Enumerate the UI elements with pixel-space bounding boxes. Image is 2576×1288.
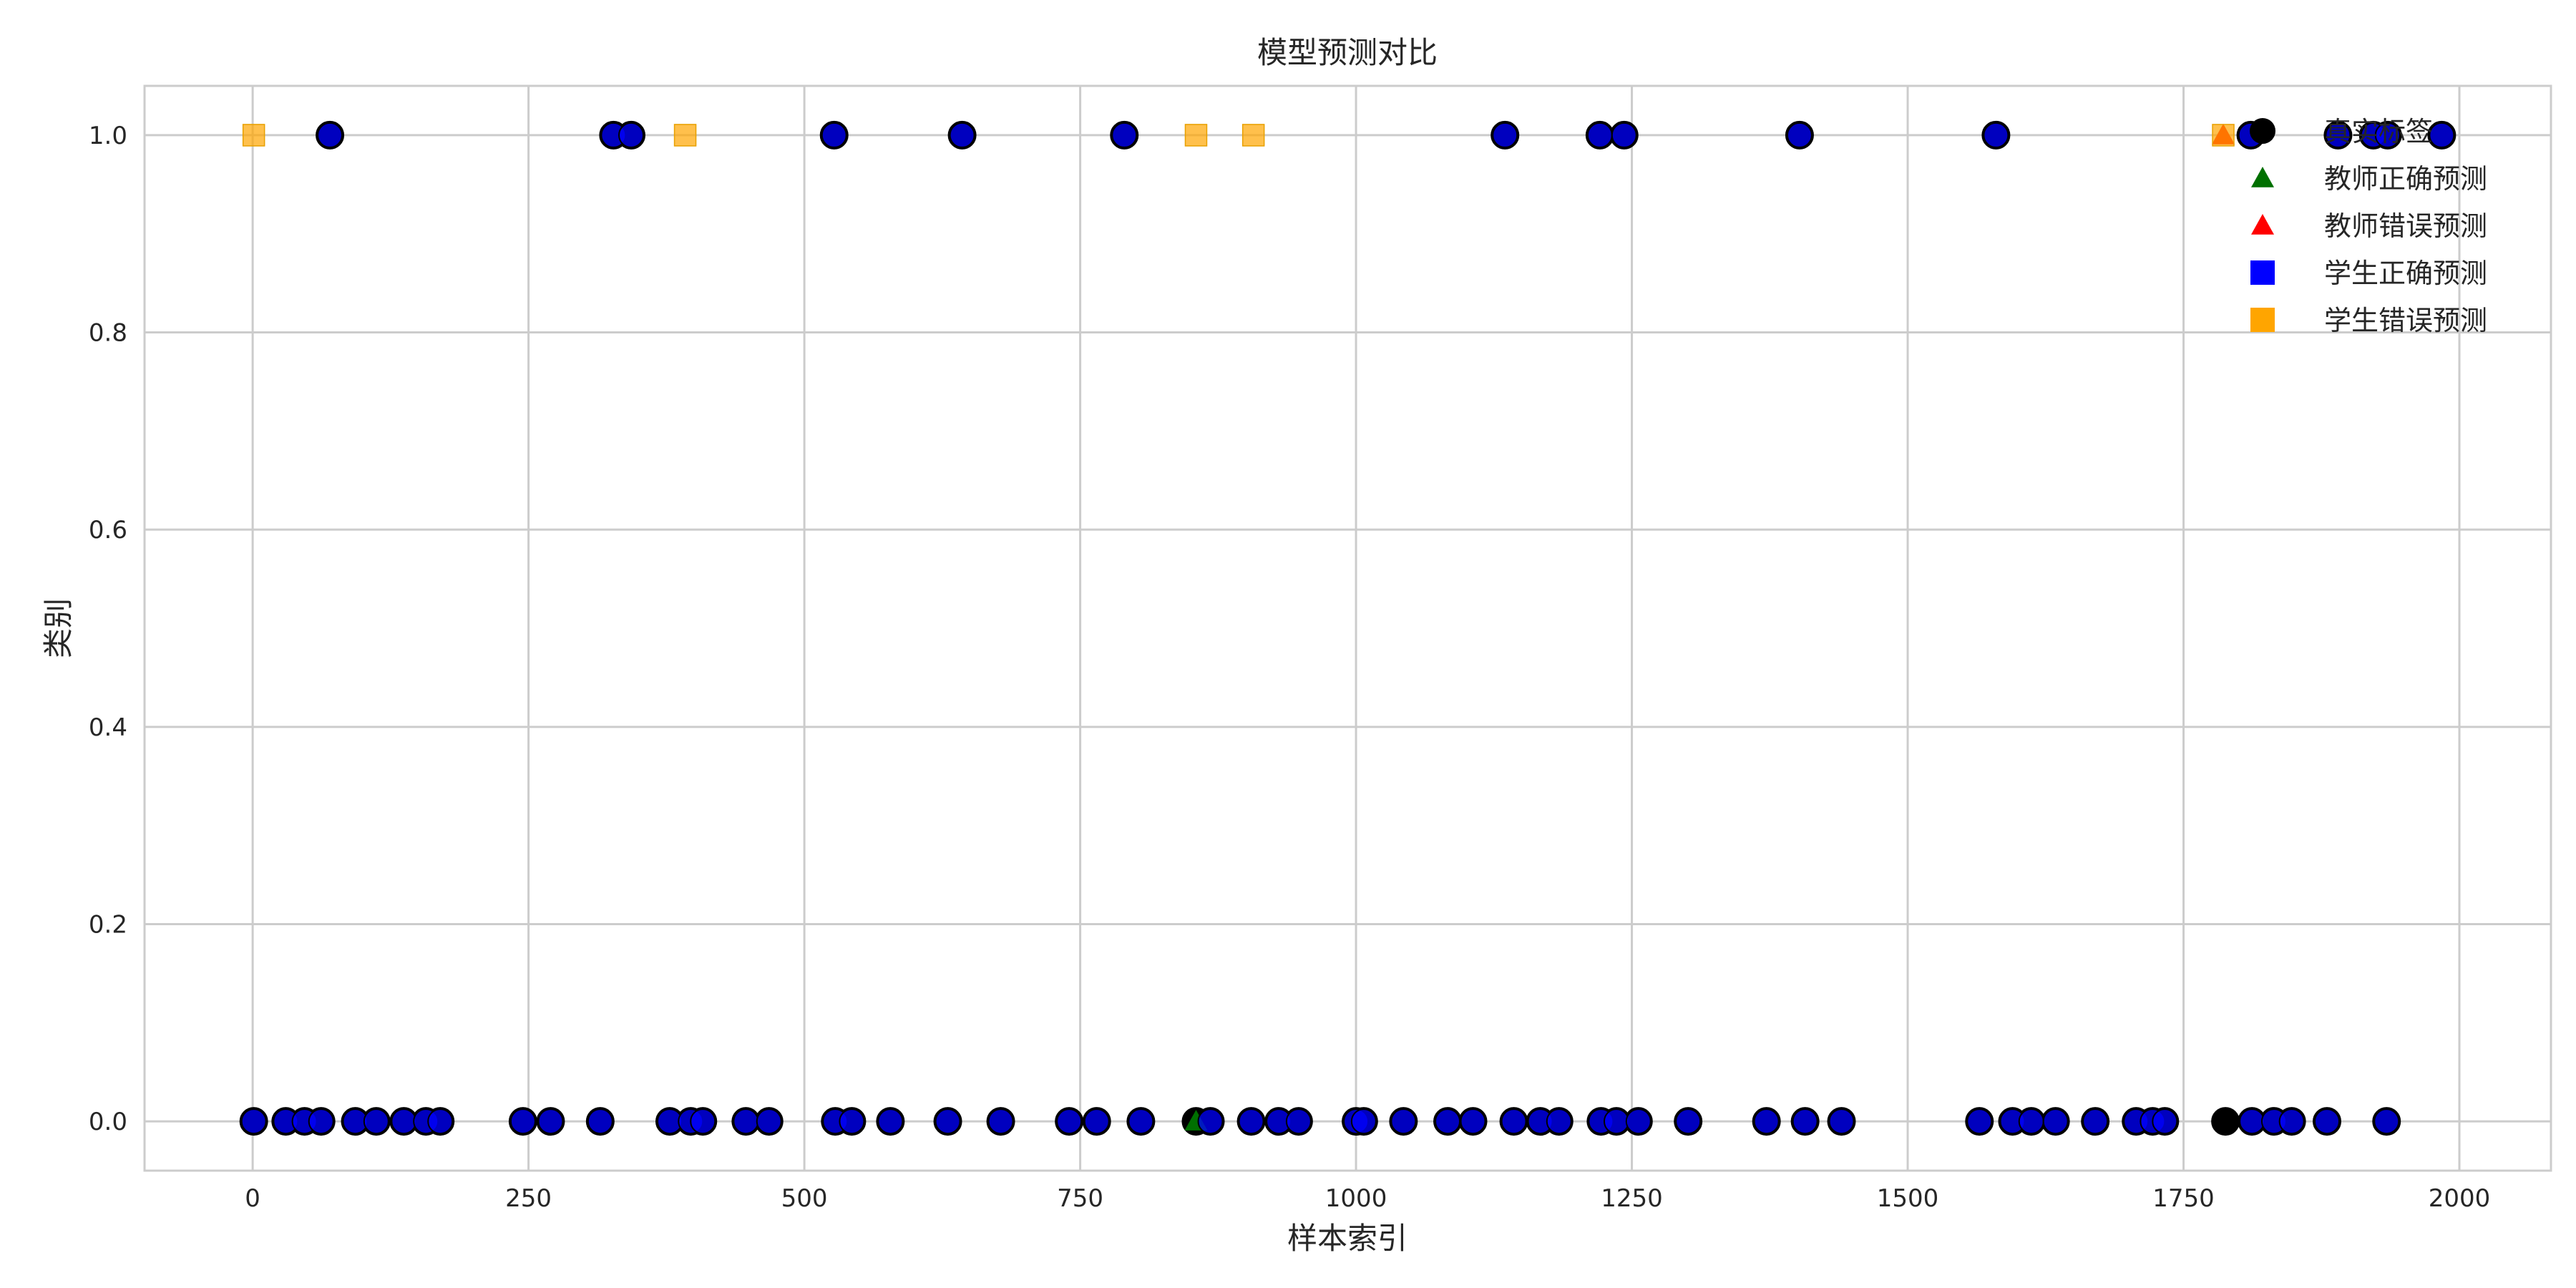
y-tick-label: 0.0 [89,1108,127,1136]
x-tick-label: 500 [781,1184,828,1213]
series-3-point [756,1108,782,1135]
series-3-point [949,122,975,148]
series-3-point [1828,1108,1855,1135]
series-4-point [1241,124,1265,147]
series-3-point [1675,1108,1702,1135]
series-3-point [1625,1108,1652,1135]
series-3-point [1435,1108,1461,1135]
series-3-point [587,1108,613,1135]
axis-ticks: 0 250 500 750 1000 1250 1500 1750 2000 0.0 0.2 0.4 0… [89,122,2490,1213]
series-3-point [1285,1108,1312,1135]
series-4-point [673,124,697,147]
legend-label: 教师正确预测 [2324,163,2487,195]
series-3-point [1197,1108,1224,1135]
x-tick-label: 2000 [2429,1184,2491,1213]
legend-label: 教师错误预测 [2324,210,2487,242]
series-3-point [1546,1108,1572,1135]
x-tick-label: 250 [505,1184,552,1213]
y-tick-label: 0.8 [89,319,127,348]
y-tick-label: 0.2 [89,910,127,939]
series-3-point [2082,1108,2109,1135]
series-3-point [1390,1108,1417,1135]
series-3-point [2152,1108,2178,1135]
legend-label: 学生错误预测 [2324,305,2487,336]
series-3-point [317,122,343,148]
series-3-point [2429,122,2455,148]
series-3-point [240,1108,267,1135]
x-tick-label: 0 [245,1184,260,1213]
series-0-point [2211,1107,2240,1136]
series-3-point [308,1108,334,1135]
series-3-point [618,122,645,148]
legend-marker [2251,214,2274,235]
series-3-point [2018,1108,2044,1135]
series-3-point [2239,1108,2265,1135]
series-3-point [1083,1108,1110,1135]
legend-label: 学生正确预测 [2324,258,2487,289]
series-3-point [537,1108,564,1135]
series-3-point [2325,122,2351,148]
x-tick-label: 1500 [1877,1184,1939,1213]
series-3-point [987,1108,1014,1135]
series-3-point [1238,1108,1264,1135]
y-axis-label: 类别 [41,598,76,658]
series-3-point [391,1108,417,1135]
plot-frame [143,84,2552,1172]
x-axis-label: 样本索引 [1287,1221,1407,1256]
series-3-point [2373,1108,2400,1135]
series-4-point [1184,124,1208,147]
series-3-point [1501,1108,1527,1135]
series-3-point [2042,1108,2069,1135]
series-3-point [1128,1108,1154,1135]
legend-marker [2250,260,2275,285]
legend-marker [2251,167,2274,187]
y-tick-label: 0.4 [89,713,127,742]
series-3-point [839,1108,865,1135]
x-tick-label: 1250 [1601,1184,1663,1213]
series-3-point [1460,1108,1486,1135]
y-tick-label: 1.0 [89,122,127,150]
series-3-point [1111,122,1138,148]
series-4-point [242,124,265,147]
chart-title: 模型预测对比 [1257,35,1438,70]
series-3-point [821,122,847,148]
series-3-point [733,1108,759,1135]
series-3-point [1350,1108,1377,1135]
x-tick-label: 750 [1057,1184,1103,1213]
series-3-point [1586,122,1613,148]
series-3-point [427,1108,454,1135]
series-3-point [1786,122,1813,148]
series-3-point [2374,122,2401,148]
series-3-point [1983,122,2009,148]
x-tick-label: 1750 [2152,1184,2215,1213]
legend-marker [2250,118,2275,144]
series-3-point [2278,1108,2305,1135]
series-3-point [1792,1108,1818,1135]
series-3-point [363,1108,389,1135]
series-3-point [1492,122,1518,148]
series-3-point [935,1108,961,1135]
series-3-point [1056,1108,1083,1135]
y-tick-label: 0.6 [89,516,127,545]
series-3-point [2313,1108,2340,1135]
series-3-point [1603,1108,1629,1135]
data-marks [239,120,2457,1136]
series-3-point [1611,122,1637,148]
legend-marker [2250,308,2275,332]
series-3-point [509,1108,536,1135]
series-3-point [877,1108,904,1135]
series-3-point [1753,1108,1780,1135]
series-3-point [690,1108,716,1135]
series-3-point [1966,1108,1993,1135]
series-4-point [2212,124,2235,147]
legend-label: 真实标签 [2324,116,2433,147]
x-tick-label: 1000 [1325,1184,1387,1213]
